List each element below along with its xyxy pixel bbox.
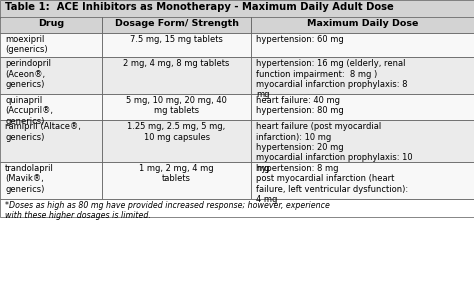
Text: Maximum Daily Dose: Maximum Daily Dose [307,19,418,28]
Bar [102,94,251,121]
Text: hypertension: 16 mg (elderly, renal
function impairment:  8 mg )
myocardial infa: hypertension: 16 mg (elderly, renal func… [256,59,408,99]
Bar [251,94,474,121]
Text: quinapril
(Accupril®,
generics): quinapril (Accupril®, generics) [5,96,53,126]
Bar [102,17,251,33]
Text: trandolapril
(Mavik®,
generics): trandolapril (Mavik®, generics) [5,164,54,194]
Text: moexipril
(generics): moexipril (generics) [5,35,47,54]
Bar [0,199,474,217]
Text: 5 mg, 10 mg, 20 mg, 40
mg tablets: 5 mg, 10 mg, 20 mg, 40 mg tablets [126,96,227,115]
Bar [0,121,102,162]
Bar [102,121,251,162]
Text: 1.25 mg, 2.5 mg, 5 mg,
10 mg capsules: 1.25 mg, 2.5 mg, 5 mg, 10 mg capsules [128,122,226,142]
Bar [0,58,102,94]
Text: perindopril
(Aceon®,
generics): perindopril (Aceon®, generics) [5,59,51,89]
Bar [0,0,474,17]
Bar [0,162,102,199]
Bar [0,94,102,121]
Bar [251,58,474,94]
Bar [102,58,251,94]
Bar [251,33,474,58]
Text: Dosage Form/ Strength: Dosage Form/ Strength [115,19,238,28]
Text: hypertension: 8 mg
post myocardial infarction (heart
failure, left ventricular d: hypertension: 8 mg post myocardial infar… [256,164,408,204]
Bar [251,17,474,33]
Text: Drug: Drug [38,19,64,28]
Text: 7.5 mg, 15 mg tablets: 7.5 mg, 15 mg tablets [130,35,223,44]
Bar [102,33,251,58]
Text: Table 1:  ACE Inhibitors as Monotherapy - Maximum Daily Adult Dose: Table 1: ACE Inhibitors as Monotherapy -… [5,2,394,12]
Bar [102,162,251,199]
Bar [0,33,102,58]
Bar [0,17,102,33]
Text: 2 mg, 4 mg, 8 mg tablets: 2 mg, 4 mg, 8 mg tablets [123,59,230,68]
Text: *Doses as high as 80 mg have provided increased response; however, experience
wi: *Doses as high as 80 mg have provided in… [5,201,330,220]
Text: hypertension: 60 mg: hypertension: 60 mg [256,35,344,44]
Bar [251,121,474,162]
Text: heart failure: 40 mg
hypertension: 80 mg: heart failure: 40 mg hypertension: 80 mg [256,96,344,115]
Bar [251,162,474,199]
Text: ramipril (Altace®,
generics): ramipril (Altace®, generics) [5,122,81,142]
Text: heart failure (post myocardial
infarction): 10 mg
hypertension: 20 mg
myocardial: heart failure (post myocardial infarctio… [256,122,413,173]
Text: 1 mg, 2 mg, 4 mg
tablets: 1 mg, 2 mg, 4 mg tablets [139,164,214,183]
